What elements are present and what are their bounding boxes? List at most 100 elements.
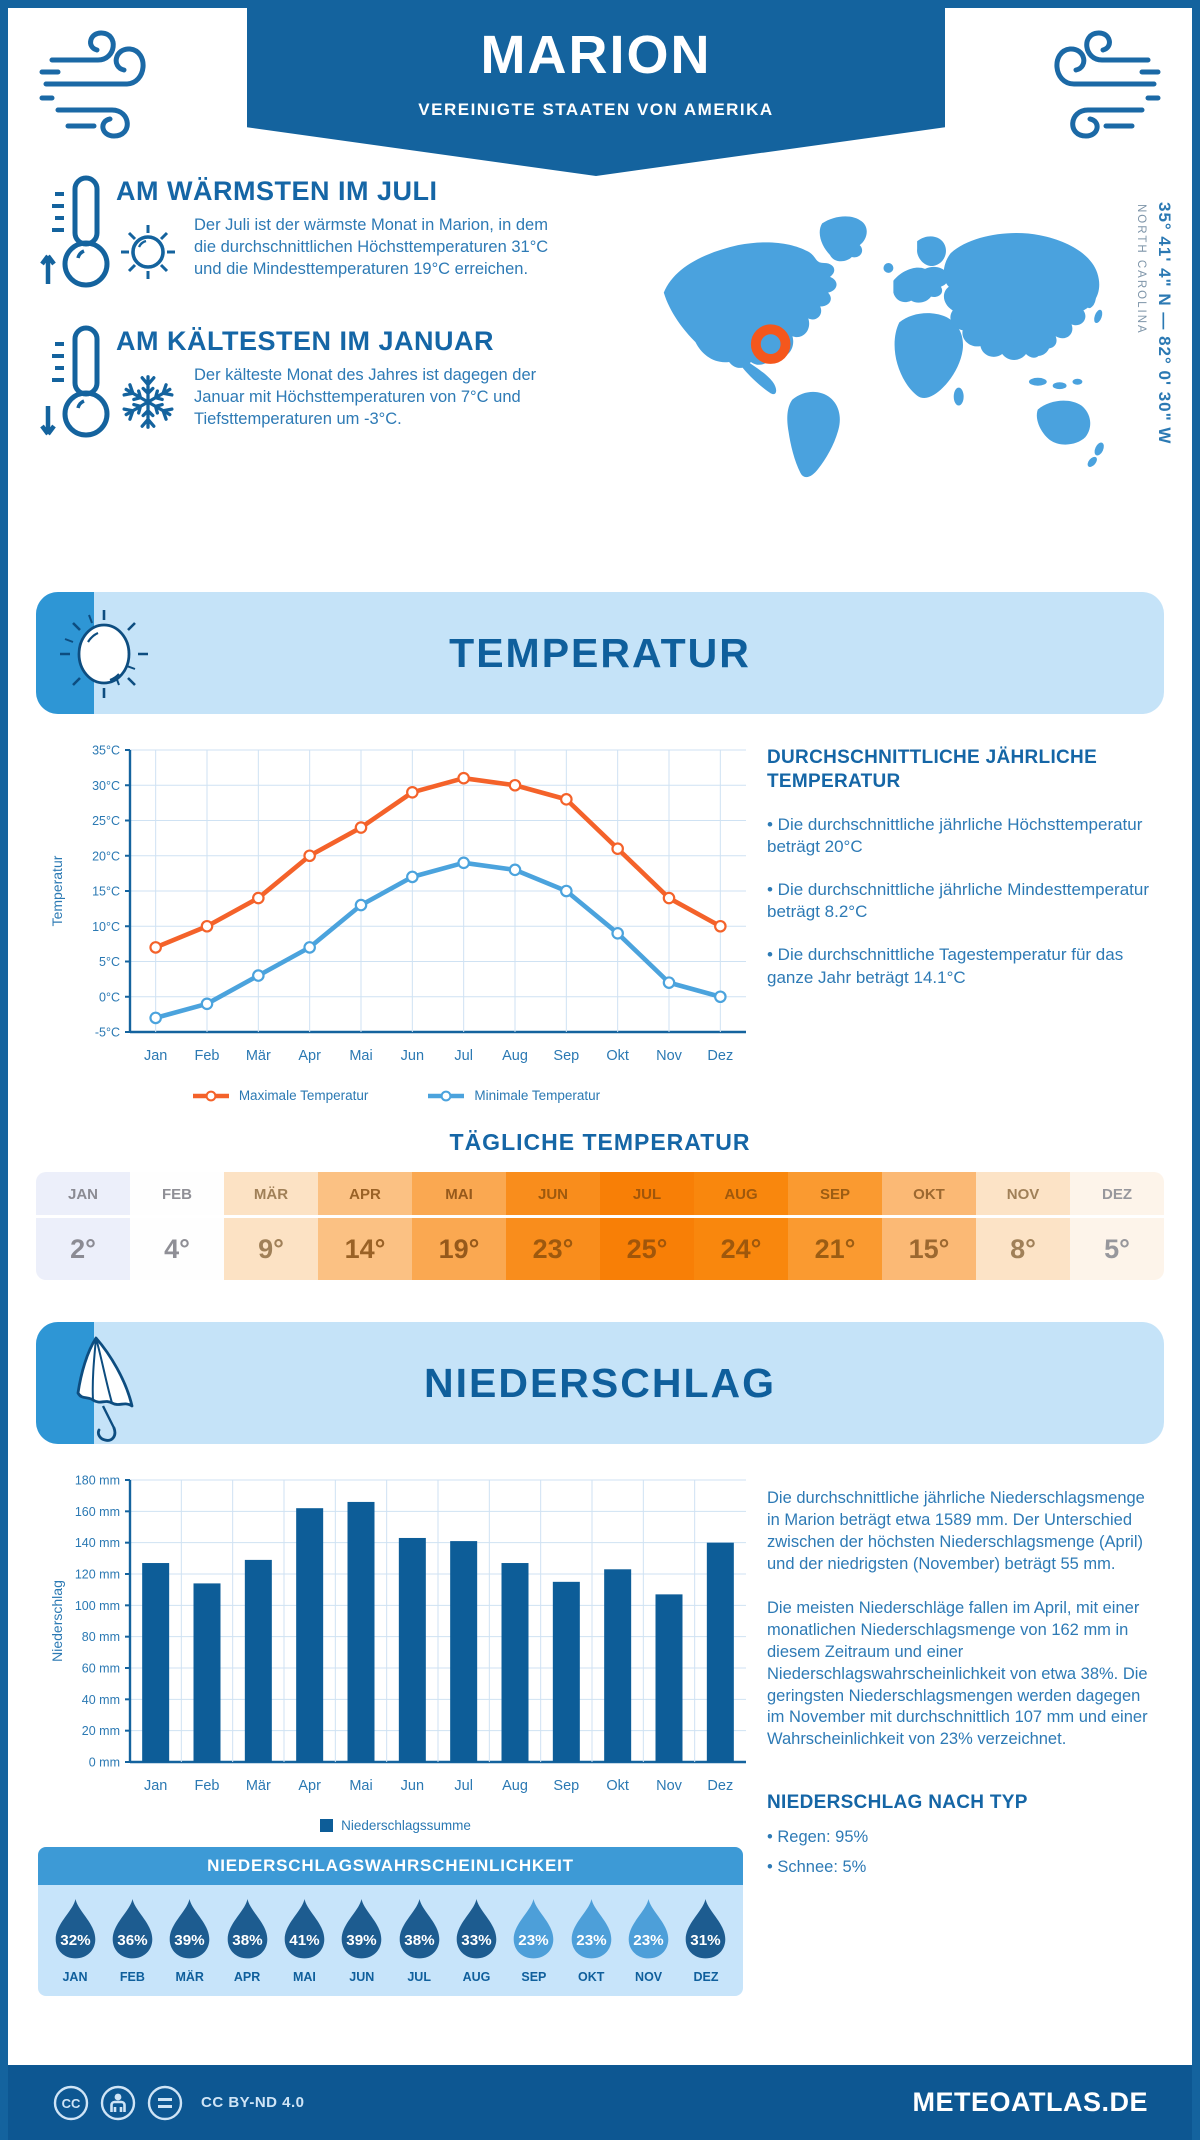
month-temperature-value: 14° [318,1218,412,1280]
sun-icon [121,225,175,279]
precipitation-section-title: NIEDERSCHLAG [423,1360,777,1406]
svg-text:Temperatur: Temperatur [49,855,65,926]
svg-text:Mai: Mai [349,1778,372,1794]
svg-text:Nov: Nov [656,1778,683,1794]
svg-text:23%: 23% [633,1932,664,1949]
drop-month-label: FEB [119,1970,145,1984]
svg-text:-5°C: -5°C [95,1026,120,1040]
svg-text:100 mm: 100 mm [75,1599,120,1613]
month-temperature-value: 2° [36,1218,130,1280]
precipitation-band: NIEDERSCHLAG [36,1322,1164,1444]
svg-text:20°C: 20°C [92,849,120,863]
svg-text:25°C: 25°C [92,814,120,828]
location-marker [750,324,791,364]
world-map-graphic [663,216,1104,478]
svg-text:Mär: Mär [246,1048,271,1064]
svg-text:Jul: Jul [454,1048,473,1064]
umbrella-band-icon [76,1336,134,1442]
month-cell-JUN: JUN 23° [506,1172,600,1280]
month-cell-JAN: JAN 2° [36,1172,130,1280]
header: MARION VEREINIGTE STAATEN VON AMERIKA [8,8,1192,176]
raindrop-icon: 39% [341,1898,382,1959]
svg-text:39%: 39% [175,1932,206,1949]
svg-text:Aug: Aug [502,1778,528,1794]
probability-drop-FEB: 36% FEB [105,1897,159,1984]
legend-item: Niederschlagssumme [320,1818,471,1833]
warmest-fact-body: AM WÄRMSTEN IM JULI Der Juli ist der wär… [116,172,552,294]
coordinates-label: 35° 41' 4" N — 82° 0' 30" W [1155,202,1174,445]
drop-month-label: NOV [635,1970,663,1984]
svg-text:120 mm: 120 mm [75,1568,120,1582]
attribution-icon [100,2085,136,2120]
annual-bullet: • Die durchschnittliche jährliche Höchst… [767,814,1143,857]
precipitation-probability-panel: NIEDERSCHLAGSWAHRSCHEINLICHKEIT 32% JAN … [38,1847,743,1996]
svg-text:140 mm: 140 mm [75,1536,120,1550]
svg-text:38%: 38% [404,1932,435,1949]
svg-text:Okt: Okt [606,1778,629,1794]
temperature-line-chart: -5°C 0°C 5°C 10°C 15°C 20°C 25°C 30°C 35°C Temper… [49,744,746,1064]
svg-text:36%: 36% [117,1932,148,1949]
svg-text:Jun: Jun [401,1048,424,1064]
precipitation-chart-row: 0 mm 20 mm 40 mm 60 mm 80 mm 100 mm 120 mm 140 … [8,1466,1192,1996]
warmest-title: AM WÄRMSTEN IM JULI [116,176,438,206]
wind-icon [39,30,146,139]
svg-text:Apr: Apr [298,1778,321,1794]
month-label: FEB [130,1172,224,1218]
month-label: JAN [36,1172,130,1218]
drop-month-label: MAI [292,1970,316,1984]
probability-drop-DEZ: 31% DEZ [679,1897,733,1984]
drop-month-label: SEP [521,1970,547,1984]
raindrop-icon: 41% [284,1898,325,1959]
precipitation-paragraph: Die meisten Niederschläge fallen im Apri… [767,1598,1148,1749]
legend-marker [428,1090,465,1101]
month-label: JUN [506,1172,600,1218]
month-temperature-value: 15° [882,1218,976,1280]
drop-month-label: APR [233,1970,261,1984]
month-temperature-value: 5° [1070,1218,1164,1280]
title-banner: MARION VEREINIGTE STAATEN VON AMERIKA [247,8,945,176]
month-label: SEP [788,1172,882,1218]
month-cell-SEP: SEP 21° [788,1172,882,1280]
svg-text:33%: 33% [461,1932,492,1949]
drop-month-label: JUL [407,1970,431,1984]
svg-text:30°C: 30°C [92,779,120,793]
precipitation-type-bullet: • Regen: 95% [767,1828,869,1847]
annual-bullet: • Die durchschnittliche jährliche Mindes… [767,879,1150,922]
svg-text:Mai: Mai [349,1048,372,1064]
probability-drop-JUN: 39% JUN [335,1897,389,1984]
temperature-chart-row: -5°C 0°C 5°C 10°C 15°C 20°C 25°C 30°C 35°C Temper… [8,736,1192,1104]
no-derivatives-icon [147,2085,183,2120]
month-temperature-value: 9° [224,1218,318,1280]
probability-drop-APR: 38% APR [220,1897,274,1984]
drop-month-label: JUN [349,1970,375,1984]
wind-icon [1054,30,1161,139]
probability-drop-MÄR: 39% MÄR [163,1897,217,1984]
coldest-fact-body: AM KÄLTESTEN IM JANUAR Der kälteste Mona… [116,322,552,444]
probability-body: 32% JAN 36% FEB 39% MÄR 38% APR 41% MAI [38,1885,743,1996]
world-map: NORTH CAROLINA 35° 41' 4" N — 82° 0' 30"… [644,192,1174,572]
svg-text:0 mm: 0 mm [89,1756,120,1770]
daily-temperature-table: JAN 2° FEB 4° MÄR 9° APR 14° MAI 19° JUN 23° JUL 25° A… [36,1172,1164,1280]
thermometer-down-icon [40,325,110,438]
legend-item: Maximale Temperatur [191,1088,368,1103]
month-cell-NOV: NOV 8° [976,1172,1070,1280]
raindrop-icon: 23% [514,1898,554,1959]
coldest-text: Der kälteste Monat des Jahres ist dagege… [194,366,537,428]
site-link[interactable]: METEOATLAS.DE [912,2087,1148,2117]
svg-text:15°C: 15°C [92,885,120,899]
svg-text:Dez: Dez [707,1778,733,1794]
svg-text:20 mm: 20 mm [82,1724,120,1738]
drop-month-label: OKT [578,1970,605,1984]
precipitation-aside: Die durchschnittliche jährliche Niedersc… [767,1466,1162,1996]
svg-text:Okt: Okt [606,1048,629,1064]
svg-text:32%: 32% [60,1932,91,1949]
svg-text:80 mm: 80 mm [82,1630,120,1644]
warmest-text: Der Juli ist der wärmste Monat in Marion… [194,216,549,278]
svg-text:Mär: Mär [246,1778,271,1794]
month-cell-AUG: AUG 24° [694,1172,788,1280]
precipitation-chart-block: 0 mm 20 mm 40 mm 60 mm 80 mm 100 mm 120 mm 140 … [38,1466,753,1996]
raindrop-icon: 38% [399,1898,439,1959]
temperature-section-title: TEMPERATUR [449,630,751,676]
svg-text:Dez: Dez [707,1048,733,1064]
svg-text:Aug: Aug [502,1048,528,1064]
